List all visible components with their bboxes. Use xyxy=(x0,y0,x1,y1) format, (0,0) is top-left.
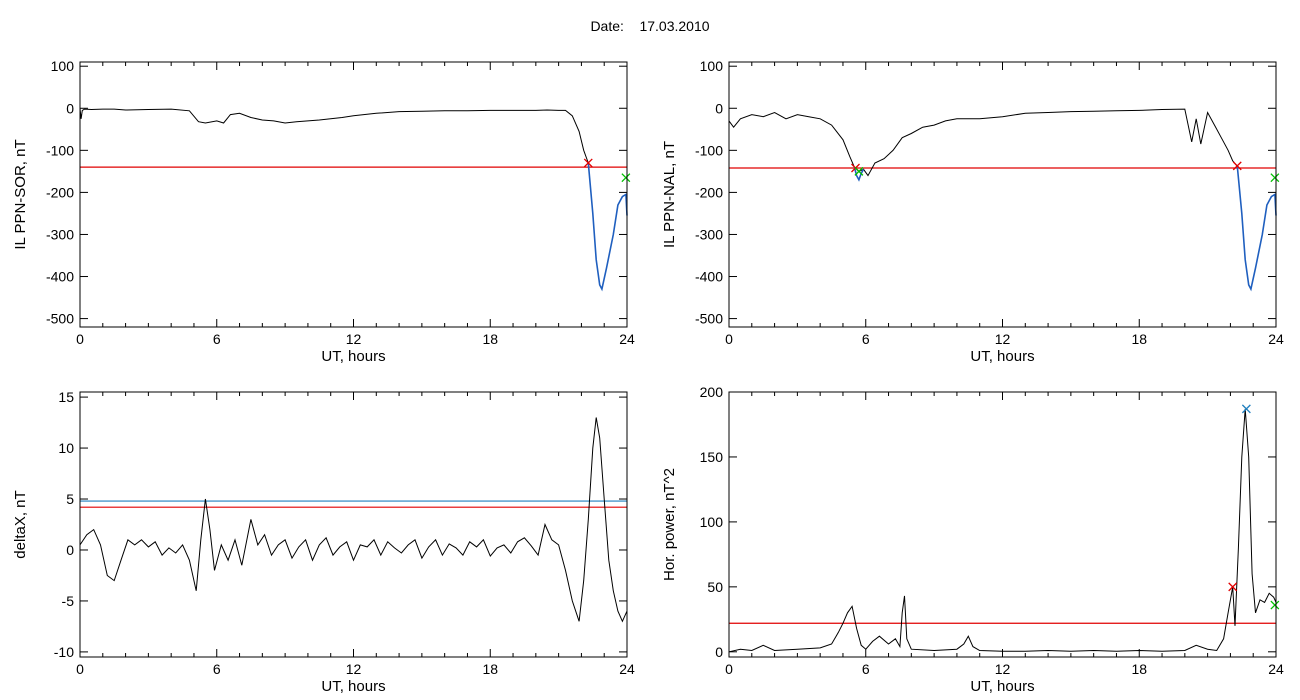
x-tick-label: 6 xyxy=(213,331,221,347)
cross-marker-2 xyxy=(621,173,631,183)
x-tick-label: 6 xyxy=(213,661,221,677)
y-tick-label: -200 xyxy=(695,184,723,200)
y-tick-label: 15 xyxy=(58,389,74,405)
x-tick-label: 24 xyxy=(619,331,635,347)
y-tick-label: -100 xyxy=(695,142,723,158)
date-value: 17.03.2010 xyxy=(639,18,710,34)
x-tick-label: 6 xyxy=(862,331,870,347)
x-tick-label: 0 xyxy=(76,661,84,677)
x-tick-label: 0 xyxy=(725,661,733,677)
date-label: Date: xyxy=(590,18,624,34)
chart-panel-1: 0 6 12 18 24 100 0 -100 -200 -300 -400 -500 UT, hour… xyxy=(12,58,635,365)
cross-marker-4 xyxy=(1270,173,1280,183)
figure-date: Date: 17.03.2010 xyxy=(0,18,1300,34)
x-axis-label: UT, hours xyxy=(970,348,1034,365)
y-tick-label: -5 xyxy=(62,593,75,609)
y-tick-label: 10 xyxy=(58,440,74,456)
y-tick-label: 100 xyxy=(700,58,724,74)
y-tick-label: 150 xyxy=(700,449,724,465)
x-tick-label: 18 xyxy=(482,331,498,347)
y-tick-label: 100 xyxy=(700,514,724,530)
x-tick-label: 24 xyxy=(619,661,635,677)
y-tick-label: -300 xyxy=(46,226,74,242)
plot-frame xyxy=(728,391,1277,658)
x-tick-label: 6 xyxy=(862,661,870,677)
y-tick-label: -200 xyxy=(46,184,74,200)
x-axis-label: UT, hours xyxy=(321,348,385,365)
y-tick-label: 0 xyxy=(715,644,723,660)
series-line-1 xyxy=(728,408,1277,653)
cross-marker-2 xyxy=(1232,161,1242,171)
series-line-3 xyxy=(1236,166,1277,292)
cross-marker-2 xyxy=(1241,404,1251,414)
x-tick-label: 24 xyxy=(1268,331,1284,347)
series-line-2 xyxy=(853,166,865,182)
y-axis-label: IL PPN-SOR, nT xyxy=(12,139,29,249)
cross-marker-1 xyxy=(583,158,593,168)
chart-panel-4: 0 6 12 18 24 200 150 100 50 0 UT, hours Hor. power,… xyxy=(661,384,1284,695)
series-line-1 xyxy=(79,417,628,623)
x-tick-label: 18 xyxy=(482,661,498,677)
y-tick-label: 100 xyxy=(51,58,75,74)
x-tick-label: 24 xyxy=(1268,661,1284,677)
x-tick-label: 12 xyxy=(995,661,1011,677)
series-line-1 xyxy=(728,108,1238,177)
y-tick-label: -300 xyxy=(695,226,723,242)
y-tick-label: 0 xyxy=(66,100,74,116)
y-axis-label: deltaX, nT xyxy=(12,490,29,558)
x-axis-label: UT, hours xyxy=(321,678,385,695)
x-tick-label: 18 xyxy=(1131,331,1147,347)
cross-marker-1 xyxy=(1228,582,1238,592)
y-tick-label: 0 xyxy=(715,100,723,116)
cross-marker-3 xyxy=(1270,600,1280,610)
y-tick-label: 0 xyxy=(66,542,74,558)
y-tick-label: -400 xyxy=(695,269,723,285)
cross-marker-3 xyxy=(854,166,864,176)
chart-panel-2: 0 6 12 18 24 100 0 -100 -200 -300 -400 -500 UT, hour… xyxy=(661,58,1284,365)
series-line-1 xyxy=(79,108,589,164)
y-tick-label: -400 xyxy=(46,269,74,285)
y-tick-label: -10 xyxy=(54,644,74,660)
plot-frame xyxy=(79,61,628,328)
x-tick-label: 12 xyxy=(346,661,362,677)
series-line-2 xyxy=(587,162,628,292)
y-axis-label: Hor. power, nT^2 xyxy=(661,468,678,581)
y-tick-label: -500 xyxy=(695,311,723,327)
plot-frame xyxy=(728,61,1277,328)
x-axis-label: UT, hours xyxy=(970,678,1034,695)
x-tick-label: 12 xyxy=(995,331,1011,347)
x-tick-label: 18 xyxy=(1131,661,1147,677)
y-tick-label: -100 xyxy=(46,142,74,158)
x-tick-label: 0 xyxy=(76,331,84,347)
x-tick-label: 0 xyxy=(725,331,733,347)
y-tick-label: 200 xyxy=(700,384,724,400)
y-tick-label: -500 xyxy=(46,311,74,327)
y-tick-label: 50 xyxy=(707,579,723,595)
x-tick-label: 12 xyxy=(346,331,362,347)
chart-panel-3: 0 6 12 18 24 15 10 5 0 -5 -10 UT, hours deltaX, nT xyxy=(12,389,635,695)
y-axis-label: IL PPN-NAL, nT xyxy=(661,141,678,248)
y-tick-label: 5 xyxy=(66,491,74,507)
